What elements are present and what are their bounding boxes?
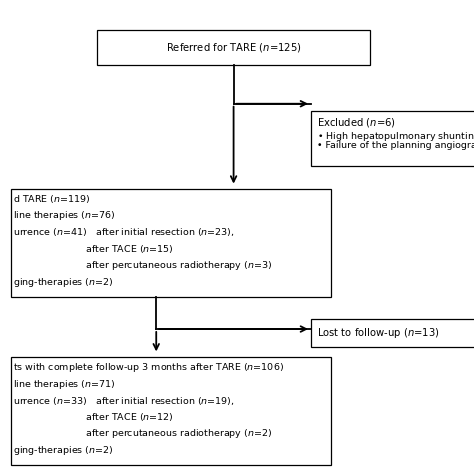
- FancyBboxPatch shape: [97, 30, 370, 64]
- Text: ts with complete follow-up 3 months after TARE ($n$=106)
line therapies ($n$=71): ts with complete follow-up 3 months afte…: [13, 361, 284, 457]
- Text: Referred for TARE ($n$=125): Referred for TARE ($n$=125): [166, 41, 301, 54]
- Text: d TARE ($n$=119)
line therapies ($n$=76)
urrence ($n$=41)   after initial resect: d TARE ($n$=119) line therapies ($n$=76)…: [13, 193, 272, 289]
- Text: Excluded ($n$=6): Excluded ($n$=6): [317, 116, 396, 129]
- FancyBboxPatch shape: [10, 189, 331, 297]
- Text: • High hepatopulmonary shunting ($n$: • High hepatopulmonary shunting ($n$: [317, 116, 474, 143]
- FancyBboxPatch shape: [311, 110, 474, 166]
- FancyBboxPatch shape: [311, 319, 474, 347]
- Text: • Failure of the planning angiograph: • Failure of the planning angiograph: [317, 116, 474, 150]
- FancyBboxPatch shape: [10, 356, 331, 465]
- Text: Lost to follow-up ($n$=13): Lost to follow-up ($n$=13): [317, 326, 439, 340]
